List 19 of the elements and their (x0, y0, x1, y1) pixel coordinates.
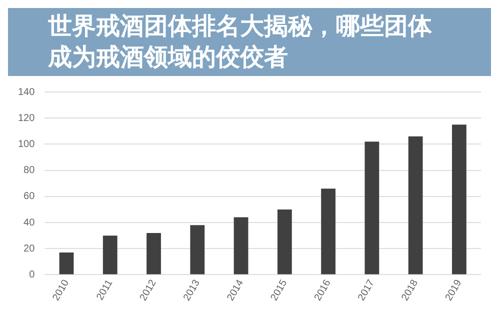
bar (102, 236, 118, 274)
bar (452, 124, 466, 274)
y-tick-label: 120 (18, 112, 36, 124)
bar (277, 209, 292, 274)
y-tick-label: 60 (24, 191, 36, 202)
y-tick-label: 140 (18, 86, 36, 98)
y-tick-label: 40 (24, 217, 36, 228)
y-tick-label: 80 (24, 165, 36, 176)
chart-title: 世界戒酒团体排名大揭秘，哪些团体成为戒酒领域的佼佼者 (8, 8, 491, 76)
bar (408, 136, 423, 274)
bar (146, 232, 161, 274)
y-tick-label: 100 (18, 138, 36, 150)
bar (190, 225, 205, 274)
y-tick-label: 0 (29, 269, 36, 280)
bar (59, 252, 74, 274)
bar (234, 217, 248, 274)
y-tick-label: 20 (24, 243, 36, 254)
bar (321, 188, 336, 274)
bar (364, 142, 380, 274)
